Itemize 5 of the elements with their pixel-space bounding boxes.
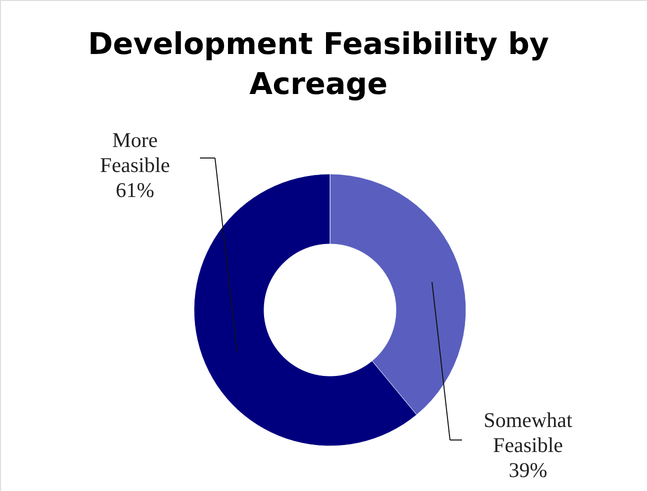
slice-label: Somewhat Feasible <box>484 408 572 457</box>
data-label: 61% <box>116 178 154 202</box>
data-label: 39% <box>508 458 548 482</box>
chart-title: Development Feasibility by Acreage <box>88 27 550 102</box>
slice-label: More Feasible <box>100 128 170 177</box>
